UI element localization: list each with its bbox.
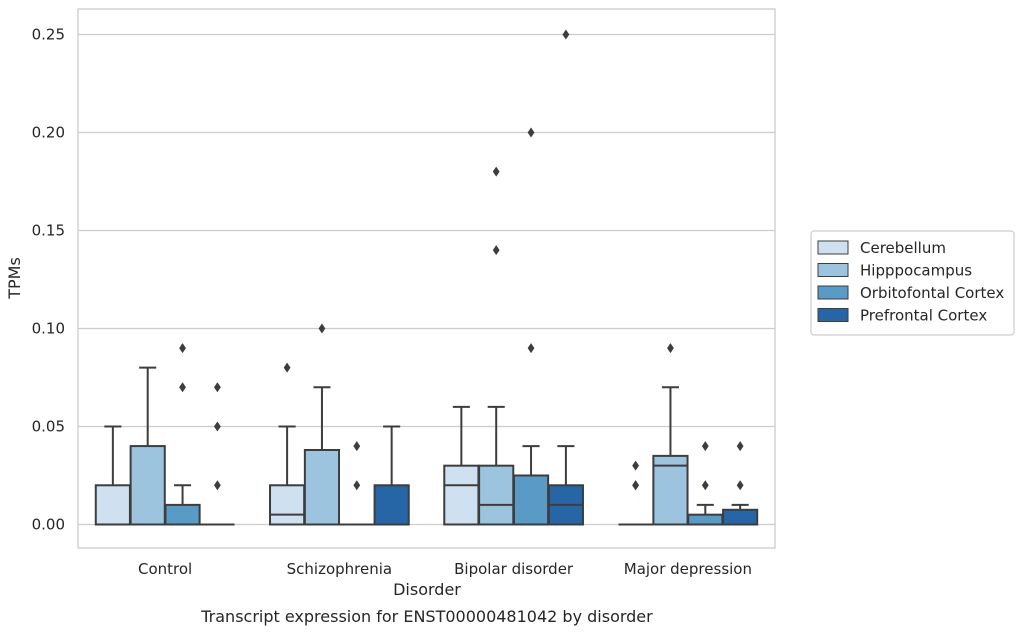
y-tick-label: 0.05 <box>32 417 65 435</box>
y-tick-label: 0.20 <box>32 123 65 141</box>
x-tick-label: Major depression <box>624 560 752 578</box>
legend-swatch <box>817 285 849 300</box>
outlier-point <box>179 343 186 354</box>
x-tick-label: Schizophrenia <box>287 560 392 578</box>
outlier-point <box>353 441 361 452</box>
legend-label: Orbitofontal Cortex <box>860 284 1004 302</box>
legend-swatch <box>817 263 849 277</box>
outlier-point <box>214 382 221 393</box>
y-tick-label: 0.25 <box>32 25 65 43</box>
legend-label: Cerebellum <box>860 239 946 257</box>
box <box>722 508 759 526</box>
y-tick-label: 0.00 <box>32 515 65 533</box>
outlier-point <box>562 29 570 40</box>
legend-label: Hipppocampus <box>860 262 972 280</box>
y-axis-title: TPMs <box>5 257 24 300</box>
outlier-point <box>179 382 186 393</box>
y-tick-label: 0.10 <box>32 319 65 337</box>
legend-frame <box>810 230 1015 336</box>
box <box>94 484 131 526</box>
box <box>443 464 480 526</box>
x-tick-label: Control <box>138 560 192 578</box>
box <box>652 454 689 526</box>
outlier-point <box>736 480 744 491</box>
box <box>303 449 341 526</box>
legend: Cerebellum Hipppocampus Orbitofontal Corte… <box>810 230 1015 336</box>
outlier-point <box>701 441 709 452</box>
box <box>129 445 166 526</box>
outlier-point <box>214 421 221 432</box>
outlier-point <box>736 441 744 452</box>
box <box>512 474 550 526</box>
x-tick-label: Bipolar disorder <box>454 560 574 578</box>
legend-label: Prefrontal Cortex <box>860 307 987 325</box>
box <box>269 484 306 526</box>
x-axis-title: Disorder <box>393 580 461 599</box>
outlier-point <box>632 480 639 491</box>
legend-swatch <box>817 240 849 255</box>
outlier-point <box>527 343 535 354</box>
outlier-point <box>632 460 639 471</box>
outlier-point <box>318 323 326 334</box>
outlier-point <box>283 362 291 373</box>
outlier-point <box>667 343 674 354</box>
y-axis-ticks: 0.00 0.05 0.10 0.15 0.20 0.25 <box>32 25 65 533</box>
plot-frame <box>77 8 776 549</box>
chart-caption: Transcript expression for ENST0000048104… <box>200 607 653 626</box>
outlier-point <box>492 166 500 177</box>
y-tick-label: 0.15 <box>32 221 65 239</box>
x-axis-ticks: Control Schizophrenia Bipolar disorder Majo… <box>138 560 752 578</box>
outlier-point <box>527 127 535 138</box>
outlier-point <box>214 480 221 491</box>
box <box>164 503 201 526</box>
box <box>687 513 724 526</box>
box-plot-series <box>94 29 759 526</box>
outlier-point <box>353 480 361 491</box>
outlier-point <box>701 480 709 491</box>
box <box>373 484 410 526</box>
outlier-point <box>492 245 500 256</box>
legend-swatch <box>817 308 849 322</box>
box <box>478 464 515 526</box>
